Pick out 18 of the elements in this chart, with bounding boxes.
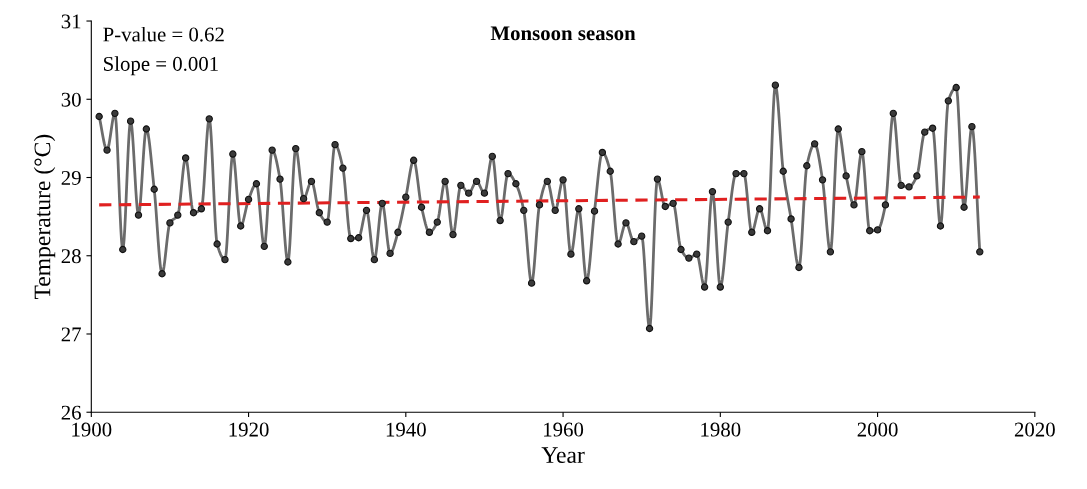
annotation: Slope = 0.001: [104, 56, 218, 76]
x-tick-label: 2000: [857, 422, 898, 437]
y-tick-label: 28: [61, 249, 81, 264]
y-tick-label: 31: [61, 14, 81, 29]
x-tick-label: 2020: [1014, 422, 1055, 437]
x-axis-title: Year: [541, 447, 585, 464]
x-tick-label: 1960: [544, 422, 584, 437]
y-tick-label: 27: [61, 327, 81, 342]
y-tick-label: 29: [61, 170, 81, 185]
x-tick-label: 1920: [229, 422, 269, 437]
x-tick-label: 1940: [386, 422, 426, 437]
x-tick-label: 1900: [72, 422, 112, 437]
annotation: P-value = 0.62: [103, 26, 224, 42]
chart-title: Monsoon season: [490, 26, 636, 41]
y-tick-label: 26: [61, 405, 81, 420]
x-tick-label: 1980: [701, 422, 741, 437]
y-tick-label: 30: [61, 92, 81, 107]
y-axis-title: Temperature (°C): [33, 134, 56, 300]
